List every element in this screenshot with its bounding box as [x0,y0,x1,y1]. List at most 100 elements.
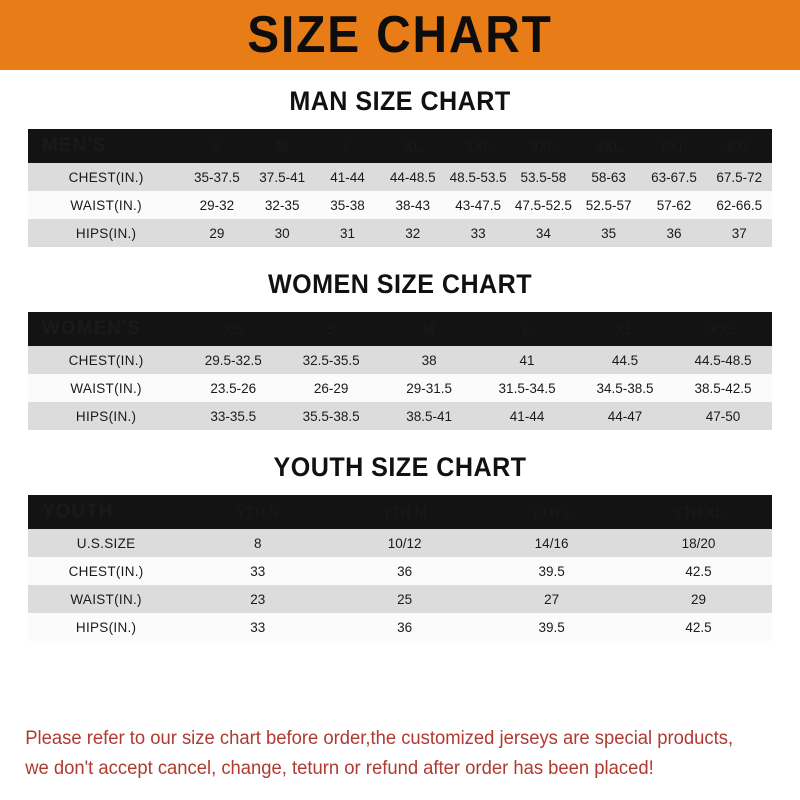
size-column-header: 3XL [530,138,557,154]
table-wrap-youth: YOUTH YTH S YTH M YTH L YTH XL U.S.SIZE 8 10/12… [28,495,772,641]
measurement-value: 10/12 [387,535,422,551]
table-row: HIPS(IN.) 33-35.5 35.5-38.5 38.5-41 41-44 44-… [28,402,772,430]
size-table-women: WOMEN'S XS S M L XL XXL CHEST(IN.) 29.5-32.5 32.5… [28,312,772,430]
measurement-label: CHEST(IN.) [68,169,144,185]
measurement-value: 41 [519,352,535,368]
table-corner-label-women: WOMEN'S [42,318,142,339]
measurement-value: 36 [397,619,413,635]
size-column-header: S [212,138,222,154]
page-banner: SIZE CHART [0,0,800,70]
measurement-value: 57-62 [656,197,692,213]
table-wrap-man: MEN'S S M L XL 2XL 3XL 4XL 5XL 6XL CHEST(IN.) 35-37… [28,129,772,247]
measurement-value: 26-29 [313,380,349,396]
table-header-row: YOUTH YTH S YTH M YTH L YTH XL [28,495,772,529]
table-row: HIPS(IN.) 29 30 31 32 33 34 35 36 37 [28,219,772,247]
measurement-value: 42.5 [685,619,712,635]
table-row: CHEST(IN.) 35-37.5 37.5-41 41-44 44-48.5 48.5… [28,163,772,191]
measurement-value: 47-50 [705,408,741,424]
measurement-label: HIPS(IN.) [75,619,137,635]
table-row: WAIST(IN.) 23.5-26 26-29 29-31.5 31.5-34.5 34… [28,374,772,402]
measurement-value: 53.5-58 [520,169,567,185]
size-column-header: 6XL [726,138,753,154]
size-column-header: YTH S [236,504,279,520]
measurement-value: 31.5-34.5 [498,380,556,396]
measurement-value: 37.5-41 [259,169,306,185]
size-table-man: MEN'S S M L XL 2XL 3XL 4XL 5XL 6XL CHEST(IN.) 35-37… [28,129,772,247]
measurement-value: 35-37.5 [194,169,240,185]
measurement-value: 29.5-32.5 [204,352,262,368]
size-column-header: XS [223,321,243,337]
measurement-value: 25 [397,591,413,607]
measurement-value: 47.5-52.5 [514,197,572,213]
measurement-value: 35.5-38.5 [302,408,360,424]
measurement-value: 36 [397,563,413,579]
measurement-value: 35 [601,225,617,241]
measurement-label: CHEST(IN.) [68,563,144,579]
measurement-value: 27 [544,591,560,607]
measurement-value: 67.5-72 [716,169,763,185]
table-row: CHEST(IN.) 29.5-32.5 32.5-35.5 38 41 44.5 44.5… [28,346,772,374]
measurement-label: WAIST(IN.) [70,197,142,213]
measurement-value: 32-35 [264,197,300,213]
measurement-value: 29-32 [199,197,235,213]
size-column-header: M [276,138,289,154]
measurement-value: 58-63 [591,169,626,185]
size-column-header: XL [404,138,422,154]
measurement-value: 31 [339,225,355,241]
measurement-label: U.S.SIZE [76,535,136,551]
size-column-header: XL [616,321,634,337]
measurement-value: 8 [253,535,262,551]
measurement-value: 41-44 [330,169,365,185]
size-section-man: MAN SIZE CHART MEN'S S M L XL 2XL 3XL 4XL 5XL 6XL C… [0,86,800,247]
size-column-header: M [423,321,435,337]
measurement-value: 36 [666,225,682,241]
footer-note-line-2: we don't accept cancel, change, teturn o… [25,758,654,779]
size-column-header: YTH M [382,504,427,520]
measurement-value: 33-35.5 [210,408,257,424]
footer-note: Please refer to our size chart before or… [0,724,776,784]
measurement-value: 38 [421,352,437,368]
measurement-value: 44.5 [611,352,639,368]
measurement-value: 42.5 [685,563,712,579]
section-title-youth: YOUTH SIZE CHART [273,452,527,482]
table-header-row: MEN'S S M L XL 2XL 3XL 4XL 5XL 6XL [28,129,772,163]
table-wrap-women: WOMEN'S XS S M L XL XXL CHEST(IN.) 29.5-32.5 32.5… [28,312,772,430]
size-column-header: L [523,321,532,337]
section-title-women: WOMEN SIZE CHART [267,269,533,299]
measurement-value: 18/20 [681,535,716,551]
section-title-man: MAN SIZE CHART [289,86,511,116]
table-row: HIPS(IN.) 33 36 39.5 42.5 [28,613,772,641]
table-row: WAIST(IN.) 23 25 27 29 [28,585,772,613]
table-row: CHEST(IN.) 33 36 39.5 42.5 [28,557,772,585]
size-sections-container: MAN SIZE CHART MEN'S S M L XL 2XL 3XL 4XL 5XL 6XL C… [0,86,800,641]
size-column-header: XXL [709,321,737,337]
measurement-value: 29 [209,225,225,241]
table-corner-label-man: MEN'S [42,135,107,156]
measurement-value: 32 [405,225,421,241]
measurement-value: 43-47.5 [455,197,501,213]
measurement-value: 63-67.5 [651,169,697,185]
measurement-value: 48.5-53.5 [449,169,507,185]
measurement-value: 30 [274,225,290,241]
measurement-value: 29 [691,591,707,607]
measurement-value: 44-47 [607,408,643,424]
size-section-youth: YOUTH SIZE CHART YOUTH YTH S YTH M YTH L YTH … [0,452,800,641]
measurement-value: 14/16 [534,535,569,551]
measurement-label: HIPS(IN.) [75,225,137,241]
measurement-value: 52.5-57 [585,197,632,213]
measurement-label: WAIST(IN.) [70,591,142,607]
measurement-value: 38-43 [395,197,431,213]
measurement-value: 34 [535,225,551,241]
size-table-youth: YOUTH YTH S YTH M YTH L YTH XL U.S.SIZE 8 10/12… [28,495,772,641]
measurement-label: HIPS(IN.) [75,408,137,424]
measurement-value: 41-44 [509,408,545,424]
size-column-header: 5XL [661,138,687,154]
measurement-value: 44.5-48.5 [694,352,752,368]
measurement-value: 34.5-38.5 [596,380,654,396]
size-section-women: WOMEN SIZE CHART WOMEN'S XS S M L XL XXL CHEST(I… [0,269,800,430]
measurement-value: 39.5 [538,563,565,579]
measurement-value: 38.5-41 [406,408,453,424]
table-header-row: WOMEN'S XS S M L XL XXL [28,312,772,346]
measurement-value: 37 [731,225,747,241]
measurement-value: 62-66.5 [716,197,763,213]
